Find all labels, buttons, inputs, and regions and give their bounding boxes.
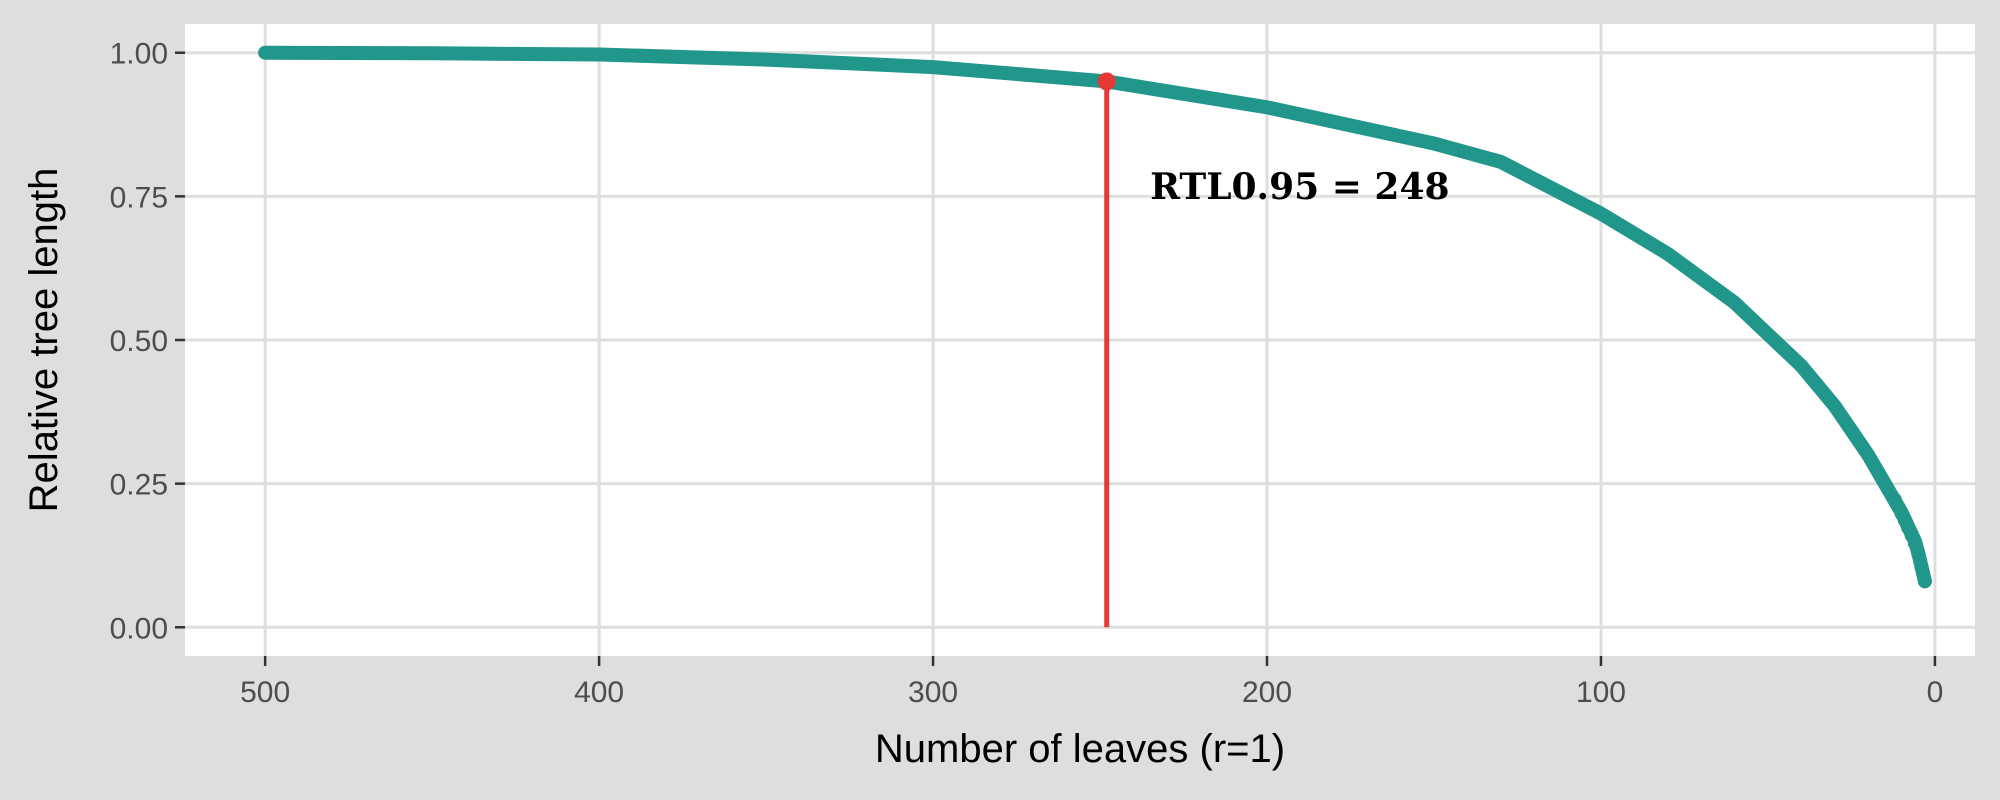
x-tick-label: 100 [1576,676,1626,709]
grid-lines [185,24,1975,656]
data-point [1917,574,1932,589]
x-tick-label: 400 [574,676,624,709]
x-axis-title: Number of leaves (r=1) [875,727,1285,771]
highlight-marker [1097,72,1116,628]
annotation-label: RTL0.95 = 248 [1150,166,1449,208]
x-tick-label: 0 [1927,676,1944,709]
y-tick-label: 0.50 [110,325,168,358]
axes: 500 400 300 200 100 0 0.00 0.25 0.50 0.75 1.00 [110,38,1944,709]
data-point [1911,546,1926,561]
data-series-curve [258,45,1932,589]
y-axis-title: Relative tree length [22,168,66,513]
x-tick-label: 200 [1242,676,1292,709]
highlight-point [1097,72,1116,91]
x-tick-label: 300 [908,676,958,709]
y-tick-label: 0.25 [110,469,168,502]
x-tick-label: 500 [240,676,290,709]
y-tick-label: 0.00 [110,612,168,645]
data-point [1914,559,1929,574]
y-tick-label: 1.00 [110,38,168,71]
y-tick-label: 0.75 [110,181,168,214]
